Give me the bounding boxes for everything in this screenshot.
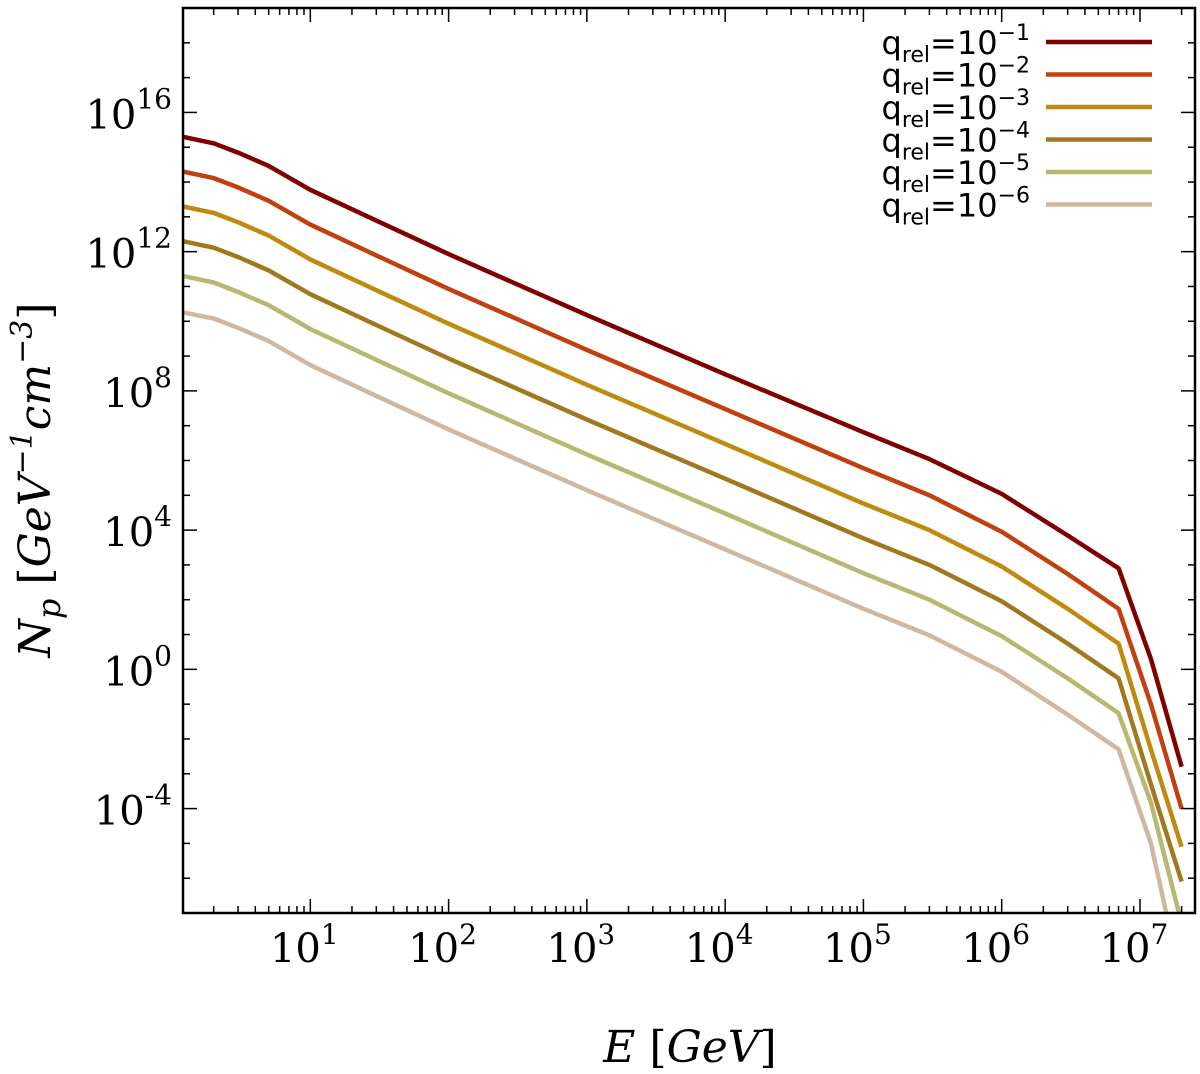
x-tick-label: 105 [823, 918, 892, 972]
x-tick-label: 102 [408, 918, 477, 972]
x-tick-label: 101 [270, 918, 339, 972]
legend: qrel=10−1qrel=10−2qrel=10−3qrel=10−4qrel… [882, 21, 1152, 231]
legend-label-6: qrel=10−6 [882, 184, 1031, 231]
x-axis-label: E [GeV] [602, 1022, 776, 1073]
x-tick-label: 106 [961, 918, 1030, 972]
ticks [183, 7, 1195, 914]
y-axis-label: Np [GeV−1cm−3] [5, 302, 68, 658]
y-tick-label: 1012 [85, 222, 172, 278]
y-tick-label: 10-4 [94, 779, 172, 835]
y-tick-label: 100 [103, 639, 172, 695]
tick-labels: 101 102 103 104 105 106 107 10-4 100 104 108 1012 10… [85, 82, 1168, 972]
plot-lines [183, 134, 1184, 913]
legend-label-2: qrel=10−2 [882, 54, 1031, 101]
x-tick-label: 104 [685, 918, 754, 972]
series-line-1 [183, 134, 1184, 768]
legend-label-3: qrel=10−3 [882, 86, 1031, 133]
series-line-4 [183, 238, 1184, 883]
series-line-6 [183, 310, 1169, 913]
series-line-5 [183, 273, 1182, 913]
y-tick-label: 104 [103, 500, 172, 556]
series-line-3 [183, 204, 1184, 848]
y-tick-label: 1016 [85, 82, 172, 138]
y-tick-label: 108 [103, 361, 172, 417]
plot-frame [181, 6, 1197, 915]
x-tick-label: 103 [547, 918, 616, 972]
x-tick-label: 107 [1100, 918, 1169, 972]
legend-label-5: qrel=10−5 [882, 151, 1031, 198]
series-line-2 [183, 169, 1184, 810]
legend-label-4: qrel=10−4 [882, 119, 1031, 166]
legend-label-1: qrel=10−1 [882, 21, 1031, 68]
